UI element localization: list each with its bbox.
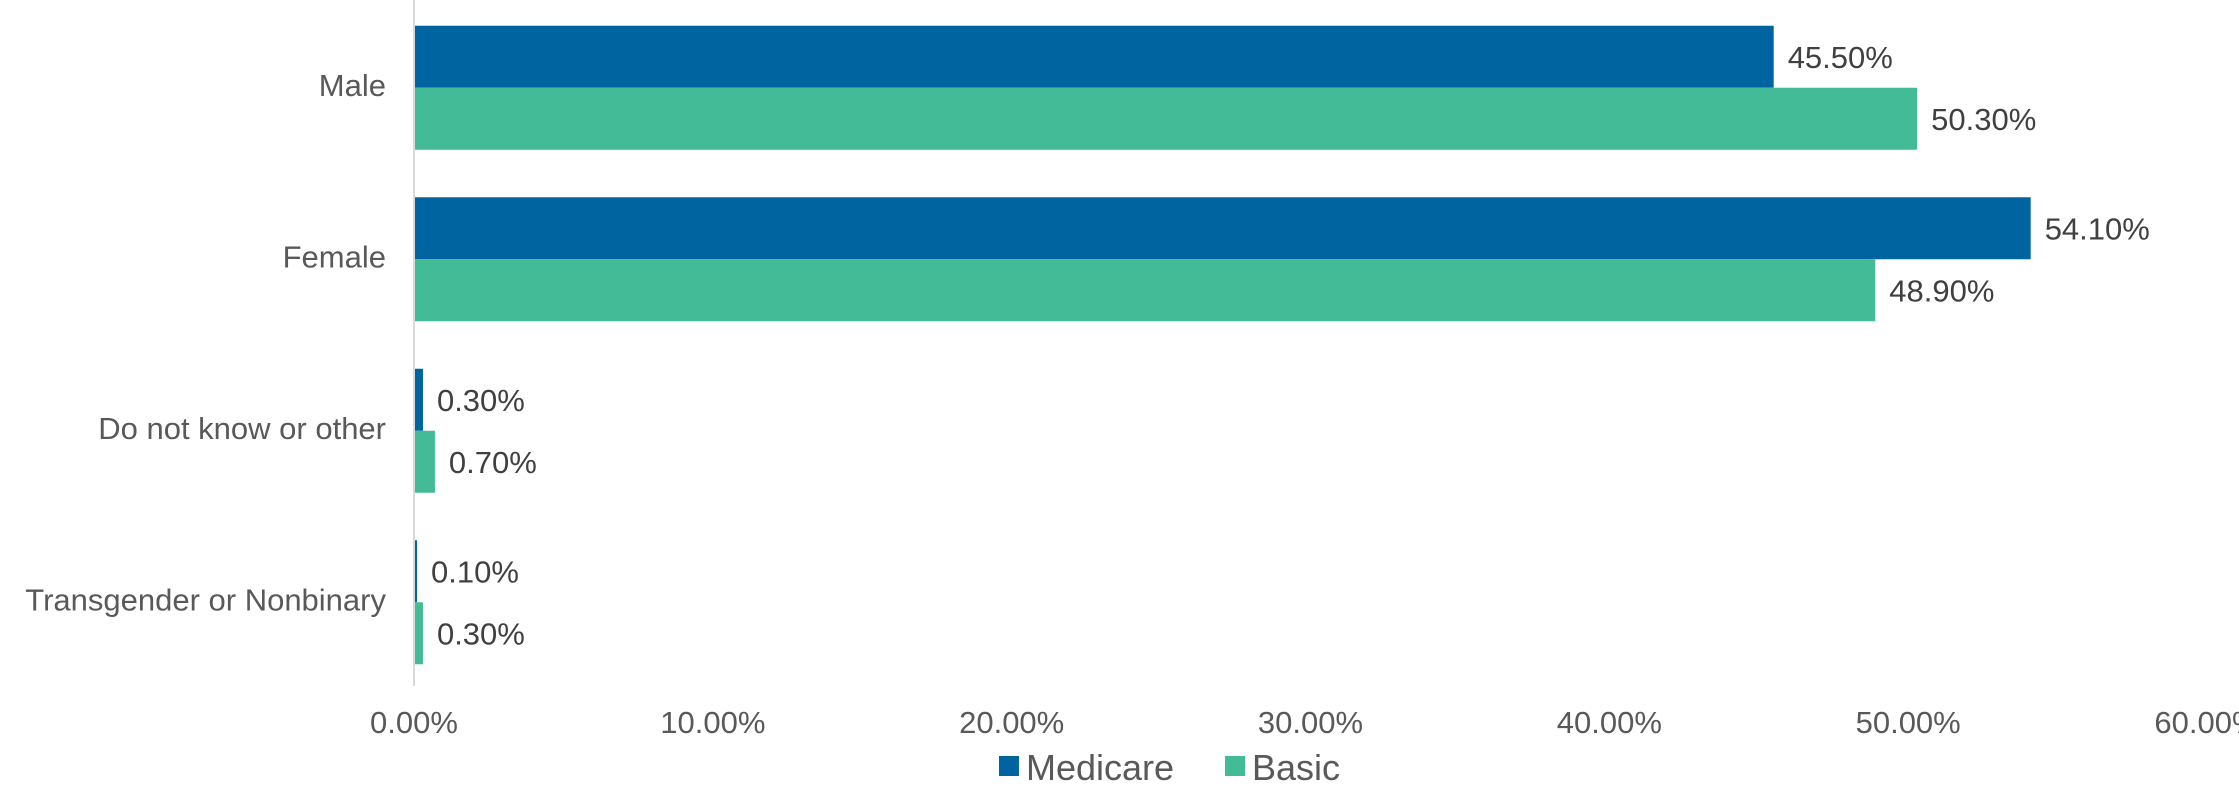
bars-layer (414, 25, 2031, 665)
category-labels: Male Female Do not know or other Transgende… (25, 68, 386, 618)
legend-label-medicare: Medicare (1026, 747, 1174, 788)
x-tick-label: 10.00% (660, 705, 765, 740)
legend: Medicare Basic (999, 747, 1340, 788)
data-label-medicare-2: 0.30% (437, 383, 525, 418)
bar-basic-1 (414, 259, 1876, 322)
data-label-basic-3: 0.30% (437, 616, 525, 651)
bar-basic-0 (414, 87, 1918, 150)
x-tick-label: 20.00% (959, 705, 1064, 740)
data-labels: 45.50% 50.30% 54.10% 48.90% 0.30% 0.70% 0.10% 0… (431, 40, 2150, 652)
x-axis-ticks: 0.00% 10.00% 20.00% 30.00% 40.00% 50.00% 60.00… (370, 705, 2239, 740)
data-label-medicare-3: 0.10% (431, 554, 519, 589)
x-tick-label: 30.00% (1258, 705, 1363, 740)
bar-medicare-0 (414, 25, 1774, 88)
x-tick-label: 0.00% (370, 705, 458, 740)
bar-medicare-2 (414, 368, 423, 431)
bar-medicare-1 (414, 197, 2031, 260)
bar-medicare-3 (414, 540, 417, 603)
category-label: Male (319, 68, 386, 103)
data-label-basic-0: 50.30% (1931, 102, 2036, 137)
legend-swatch-medicare (999, 756, 1019, 776)
category-label: Transgender or Nonbinary (25, 582, 386, 617)
bar-basic-3 (414, 602, 423, 665)
x-tick-label: 60.00% (2154, 705, 2239, 740)
data-label-medicare-1: 54.10% (2045, 211, 2150, 246)
x-tick-label: 50.00% (1856, 705, 1961, 740)
legend-swatch-basic (1225, 756, 1245, 776)
data-label-medicare-0: 45.50% (1788, 40, 1893, 75)
data-label-basic-2: 0.70% (449, 445, 537, 480)
legend-label-basic: Basic (1252, 747, 1340, 788)
category-label: Female (283, 239, 386, 274)
category-label: Do not know or other (98, 411, 386, 446)
data-label-basic-1: 48.90% (1889, 273, 1994, 308)
x-tick-label: 40.00% (1557, 705, 1662, 740)
bar-basic-2 (414, 430, 435, 493)
